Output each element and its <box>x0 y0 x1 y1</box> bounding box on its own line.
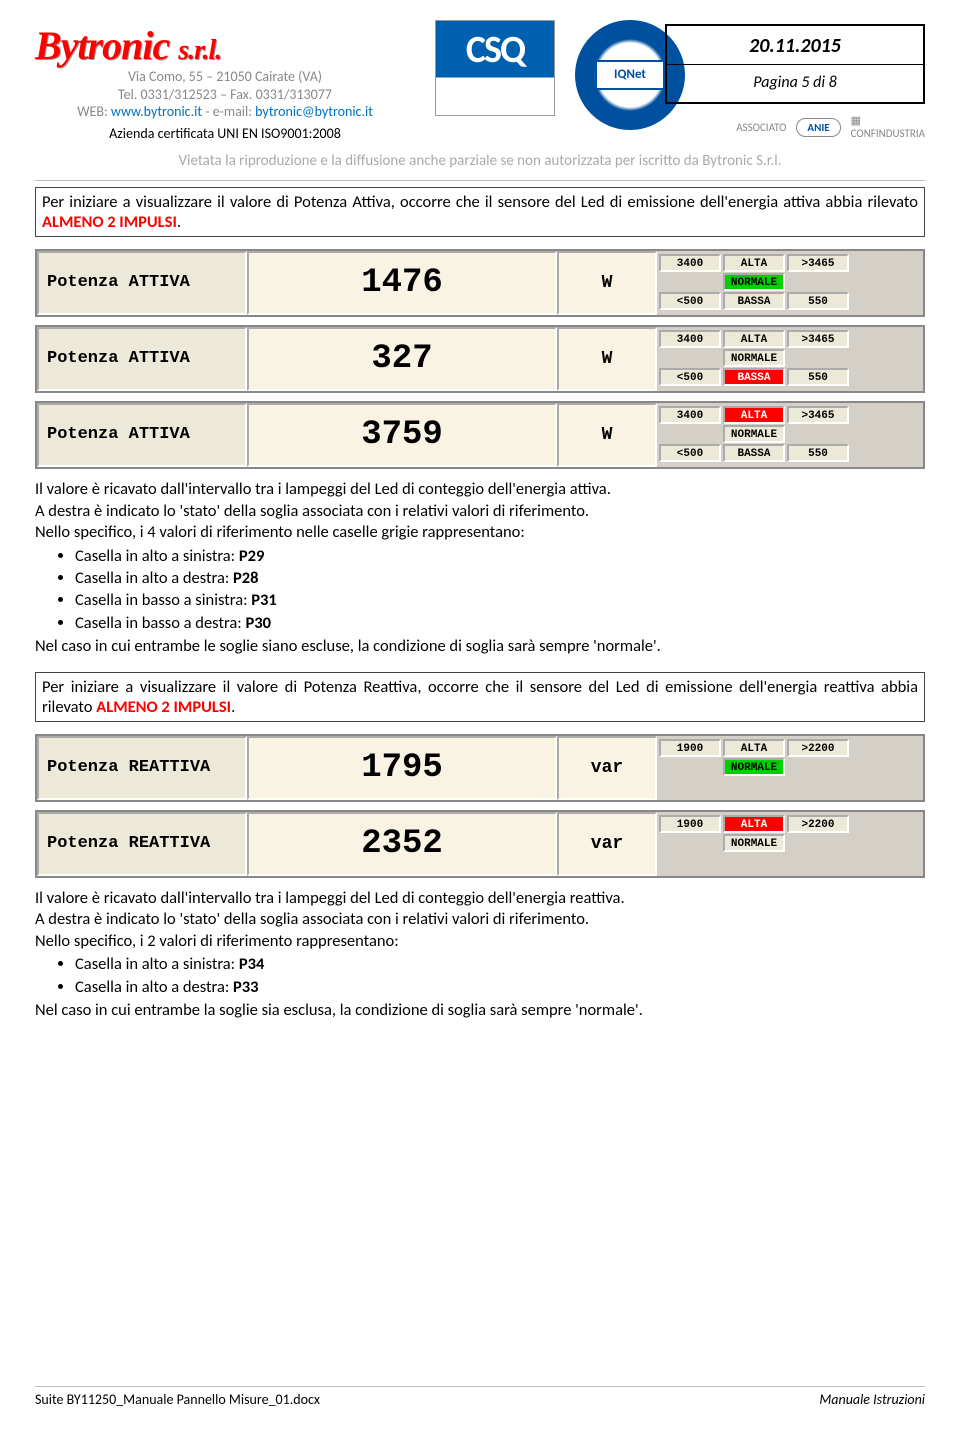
associations: ASSOCIATO ANIE ▦CONFINDUSTRIA <box>736 114 925 140</box>
row-status: 3400ALTA>3465 NORMALE<500BASSA550 <box>657 403 923 467</box>
row-unit: var <box>557 812 657 876</box>
row-label: Potenza ATTIVA <box>37 251 247 315</box>
row-unit: W <box>557 251 657 315</box>
row-label: Potenza REATTIVA <box>37 736 247 800</box>
row-value: 3759 <box>247 403 557 467</box>
row-label: Potenza ATTIVA <box>37 327 247 391</box>
footer: Suite BY11250_Manuale Pannello Misure_01… <box>35 1386 925 1408</box>
row-value: 327 <box>247 327 557 391</box>
row-status: 3400ALTA>3465 NORMALE<500BASSA550 <box>657 327 923 391</box>
disclaimer: Vietata la riproduzione e la diffusione … <box>35 152 925 170</box>
row-value: 1795 <box>247 736 557 800</box>
row-unit: var <box>557 736 657 800</box>
row-status: 1900ALTA>2200 NORMALE <box>657 812 923 876</box>
header: Bytronic s.r.l. Via Como, 55 – 21050 Cai… <box>35 20 925 150</box>
power-row: Potenza REATTIVA 1795 var 1900ALTA>2200 … <box>35 734 925 802</box>
company-info: Via Como, 55 – 21050 Cairate (VA) Tel. 0… <box>35 68 415 142</box>
row-unit: W <box>557 327 657 391</box>
list-item: Casella in basso a destra: P30 <box>75 613 925 634</box>
row-label: Potenza ATTIVA <box>37 403 247 467</box>
row-label: Potenza REATTIVA <box>37 812 247 876</box>
list-item: Casella in basso a sinistra: P31 <box>75 590 925 611</box>
row-value: 2352 <box>247 812 557 876</box>
logo-bytronic: Bytronic s.r.l. <box>35 22 221 69</box>
notice-attiva: Per iniziare a visualizzare il valore di… <box>35 187 925 237</box>
power-row: Potenza ATTIVA 1476 W 3400ALTA>3465 NORM… <box>35 249 925 317</box>
row-status: 3400ALTA>3465 NORMALE<500BASSA550 <box>657 251 923 315</box>
notice-reattiva: Per iniziare a visualizzare il valore di… <box>35 672 925 722</box>
row-status: 1900ALTA>2200 NORMALE <box>657 736 923 800</box>
row-value: 1476 <box>247 251 557 315</box>
list-item: Casella in alto a sinistra: P34 <box>75 954 925 975</box>
power-row: Potenza ATTIVA 327 W 3400ALTA>3465 NORMA… <box>35 325 925 393</box>
row-unit: W <box>557 403 657 467</box>
body-reattiva: Il valore è ricavato dall'intervallo tra… <box>35 888 925 1022</box>
list-item: Casella in alto a sinistra: P29 <box>75 546 925 567</box>
list-item: Casella in alto a destra: P33 <box>75 977 925 998</box>
body-attiva: Il valore è ricavato dall'intervallo tra… <box>35 479 925 658</box>
power-row: Potenza ATTIVA 3759 W 3400ALTA>3465 NORM… <box>35 401 925 469</box>
date-page-box: 20.11.2015 Pagina 5 di 8 <box>665 24 925 104</box>
csq-logo: CSQ <box>435 20 555 116</box>
list-item: Casella in alto a destra: P28 <box>75 568 925 589</box>
power-row: Potenza REATTIVA 2352 var 1900ALTA>2200 … <box>35 810 925 878</box>
